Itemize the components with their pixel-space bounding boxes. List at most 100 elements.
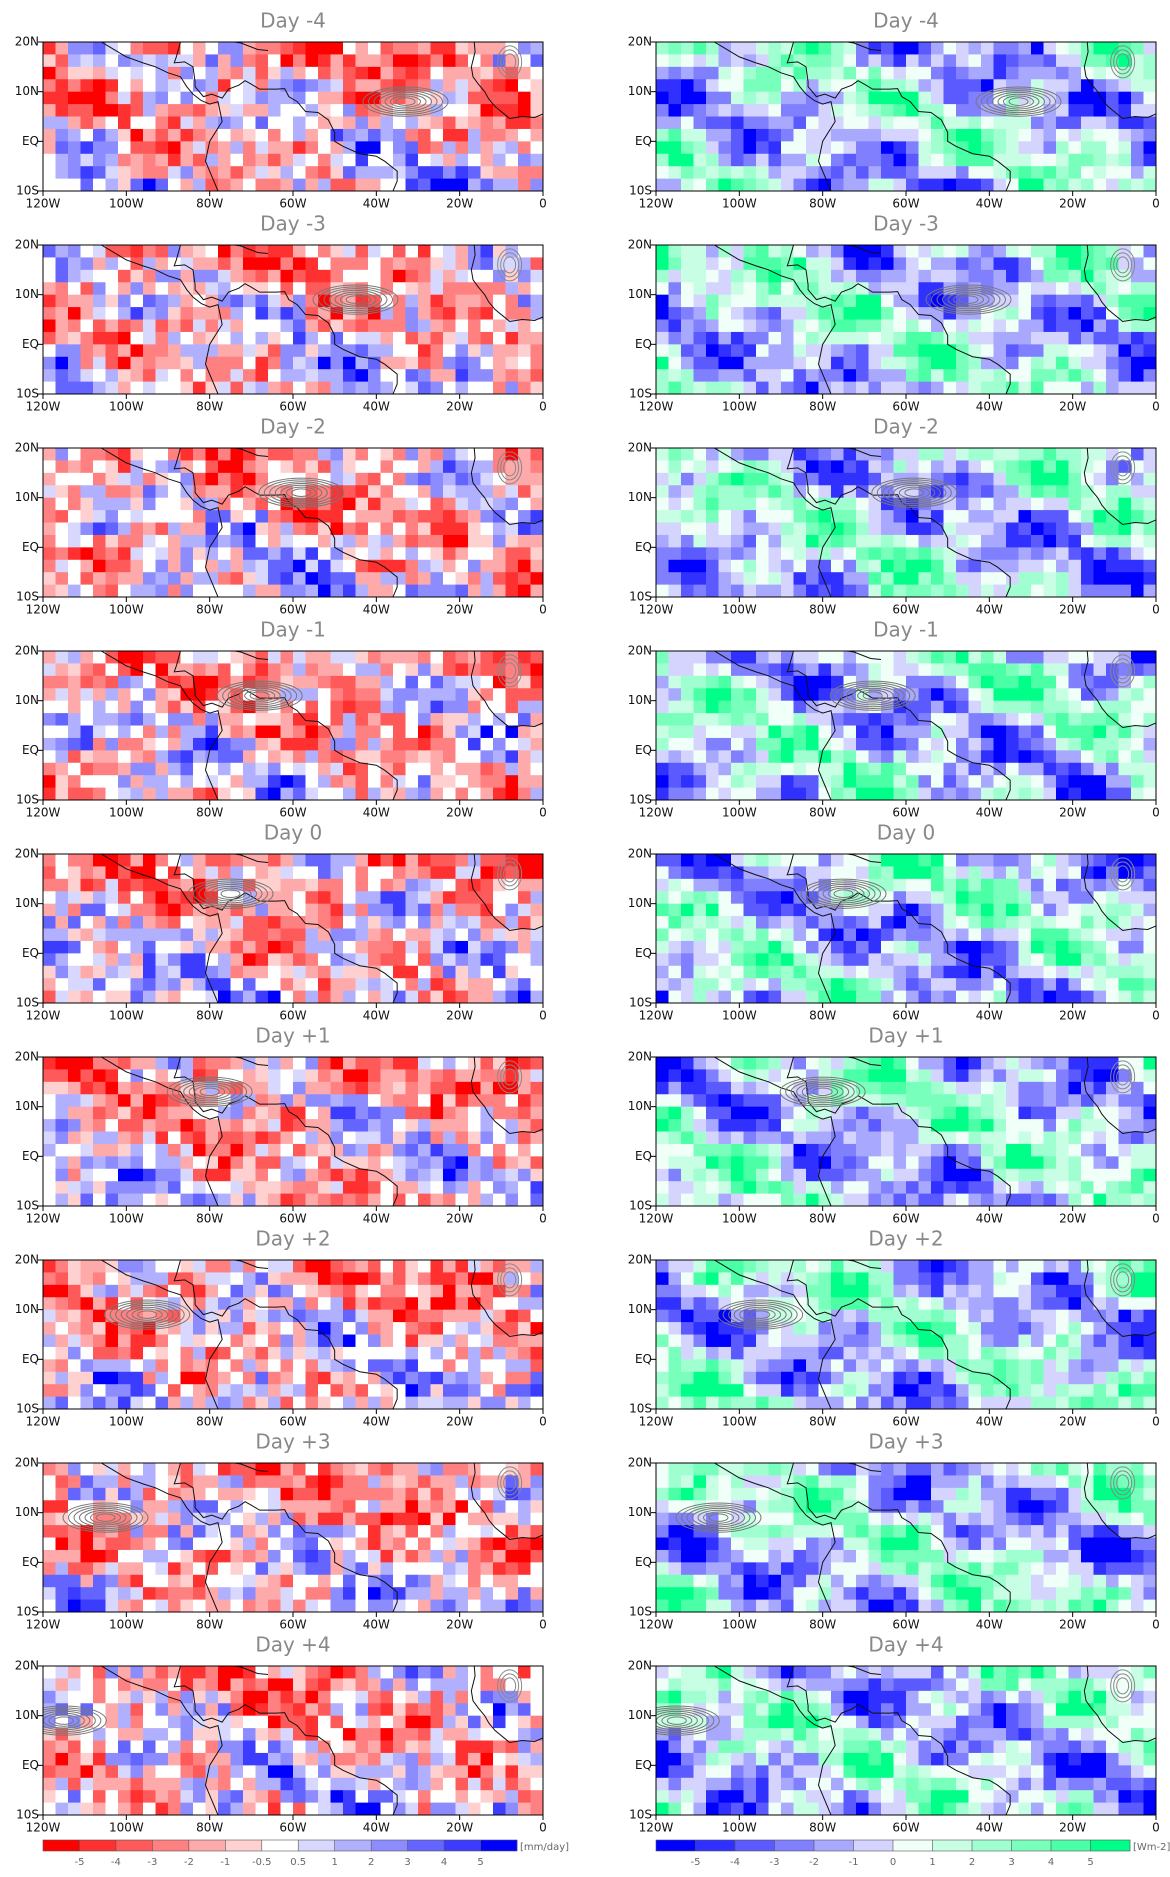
field-cell (118, 1741, 131, 1754)
field-cell (318, 1550, 331, 1563)
field-cell (143, 332, 156, 345)
x-tick-label: 0 (539, 1415, 547, 1429)
field-cell (93, 1144, 106, 1157)
field-cell (481, 547, 494, 560)
field-cell (406, 485, 419, 498)
field-cell (181, 916, 194, 929)
field-cell (81, 1666, 94, 1679)
field-cell (68, 332, 81, 345)
field-cell (106, 282, 119, 295)
field-cell (281, 1285, 294, 1298)
field-cell (293, 1803, 306, 1816)
field-cell (881, 67, 894, 80)
field-cell (406, 663, 419, 676)
field-cell (431, 688, 444, 701)
field-cell (431, 1550, 444, 1563)
field-cell (506, 1169, 519, 1182)
panel-title: Day 0 (264, 821, 323, 845)
field-cell (306, 67, 319, 80)
field-cell (156, 991, 169, 1004)
field-cell (331, 245, 344, 258)
x-tick-label: 100W (109, 1212, 144, 1226)
field-cell (468, 1359, 481, 1372)
field-cell (156, 866, 169, 879)
field-cell (393, 701, 406, 714)
field-cell (43, 750, 56, 763)
field-cell (381, 460, 394, 473)
field-cell (468, 129, 481, 142)
field-cell (318, 1132, 331, 1145)
field-cell (531, 1587, 544, 1600)
field-cell (181, 1384, 194, 1397)
field-cell (856, 104, 869, 117)
field-cell (443, 585, 456, 598)
field-cell (518, 344, 531, 357)
field-cell (481, 663, 494, 676)
colorbar-swatch (298, 1840, 335, 1851)
field-cell (431, 141, 444, 154)
field-cell (231, 929, 244, 942)
field-cell (806, 104, 819, 117)
field-cell (181, 79, 194, 92)
x-tick-label: 40W (363, 1415, 390, 1429)
field-cell (268, 966, 281, 979)
colorbar-label: 5 (477, 1857, 483, 1868)
field-cell (268, 369, 281, 382)
field-cell (719, 117, 732, 130)
field (43, 27, 544, 191)
field-cell (281, 879, 294, 892)
field-cell (243, 1181, 256, 1194)
field-cell (906, 129, 919, 142)
field-cell (481, 154, 494, 167)
field-cell (131, 763, 144, 776)
field-cell (143, 369, 156, 382)
field-cell (331, 1678, 344, 1691)
field-cell (268, 1384, 281, 1397)
field-cell (343, 1144, 356, 1157)
field-cell (131, 775, 144, 788)
field-cell (443, 1082, 456, 1095)
field-cell (118, 1372, 131, 1385)
x-tick-label: 80W (196, 1009, 223, 1023)
field-cell (218, 270, 231, 283)
field-cell (293, 866, 306, 879)
field-cell (518, 713, 531, 726)
field-cell (381, 585, 394, 598)
field-cell (418, 775, 431, 788)
field-cell (368, 129, 381, 142)
field-cell (456, 282, 469, 295)
y-tick-label: EQ (22, 946, 39, 960)
field-cell (56, 1082, 69, 1095)
field-cell (468, 104, 481, 117)
field-cell (481, 1082, 494, 1095)
field-cell (243, 1550, 256, 1563)
field-cell (443, 382, 456, 395)
field-cell (243, 1322, 256, 1335)
field-cell (68, 1181, 81, 1194)
field-cell (81, 676, 94, 689)
field-cell (506, 904, 519, 917)
field-cell (506, 1310, 519, 1323)
field-cell (268, 1107, 281, 1120)
field-cell (43, 1082, 56, 1095)
field-cell (156, 92, 169, 105)
field-cell (431, 1790, 444, 1803)
field-cell (168, 523, 181, 536)
field-cell (268, 1132, 281, 1145)
field-cell (106, 1765, 119, 1778)
field-cell (281, 154, 294, 167)
field-cell (356, 663, 369, 676)
field-cell (343, 1778, 356, 1791)
field-cell (481, 344, 494, 357)
field-cell (769, 104, 782, 117)
field-cell (343, 854, 356, 867)
field-cell (218, 448, 231, 461)
field-cell (356, 1069, 369, 1082)
field-cell (381, 547, 394, 560)
field-cell (193, 357, 206, 370)
field-cell (393, 1372, 406, 1385)
field-cell (318, 1384, 331, 1397)
field-cell (493, 154, 506, 167)
field-cell (406, 738, 419, 751)
field-cell (118, 991, 131, 1004)
